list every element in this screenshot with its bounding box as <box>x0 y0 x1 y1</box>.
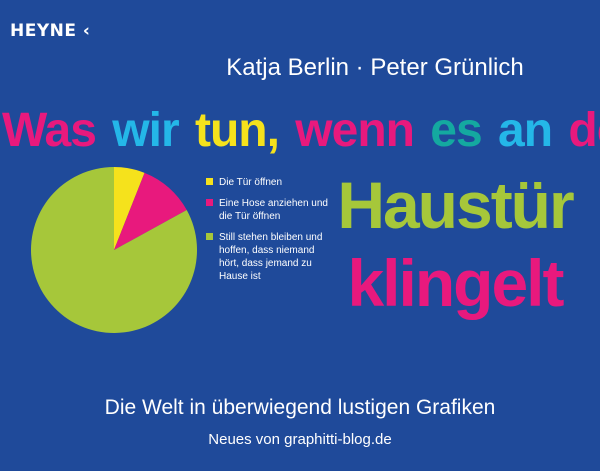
tagline: Neues von graphitti-blog.de <box>208 431 392 448</box>
title-word: der <box>568 104 600 157</box>
title-line-3: klingelt <box>347 246 564 320</box>
title-line-1: Was wir tun, wenn es an der <box>0 103 600 158</box>
authors: Katja Berlin · Peter Grünlich <box>226 54 524 81</box>
legend-swatch <box>206 178 213 185</box>
subtitle: Die Welt in überwiegend lustigen Grafike… <box>104 396 496 419</box>
pie-slice-3 <box>30 166 198 333</box>
legend-item: Die Tür öffnen <box>206 176 336 189</box>
title-word: an <box>498 104 553 157</box>
legend-item: Eine Hose anziehen und die Tür öffnen <box>206 197 336 223</box>
title-line-2: Haustür <box>337 168 574 242</box>
publisher-logo: HEYNE ‹ <box>10 21 90 41</box>
legend-swatch <box>206 233 213 240</box>
legend-swatch <box>206 199 213 206</box>
title-word: Was <box>2 104 97 157</box>
legend-label: Still stehen bleiben und hoffen, dass ni… <box>219 232 323 282</box>
title-word: es <box>430 104 482 157</box>
legend-label: Die Tür öffnen <box>219 177 283 188</box>
publisher-name: HEYNE <box>10 21 77 41</box>
title-word: wenn <box>295 104 415 157</box>
legend-item: Still stehen bleiben und hoffen, dass ni… <box>206 231 336 283</box>
title-word: wir <box>112 104 179 157</box>
publisher-mark: ‹ <box>82 21 91 41</box>
pie-slice-1 <box>114 167 145 250</box>
pie-slice-2 <box>114 172 187 250</box>
chart-legend: Die Tür öffnen Eine Hose anziehen und die… <box>206 176 336 291</box>
title-word: tun, <box>194 104 280 157</box>
legend-label: Eine Hose anziehen und die Tür öffnen <box>219 198 328 222</box>
